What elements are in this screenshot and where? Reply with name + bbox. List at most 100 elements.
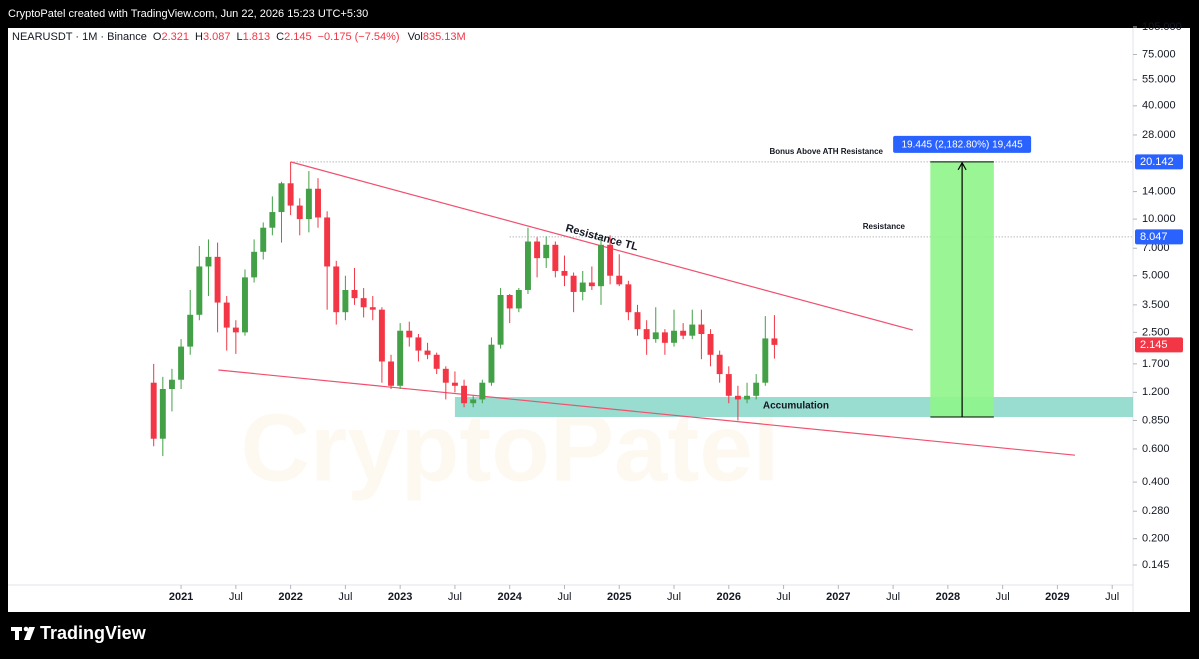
candle-body — [223, 302, 230, 328]
candle-body — [616, 275, 623, 285]
o-label: O — [153, 31, 162, 43]
candle-body — [287, 183, 294, 206]
candle-body — [205, 256, 212, 267]
x-tick-label: Jul — [886, 591, 900, 603]
candle-body — [360, 298, 367, 308]
chart: CryptoPatel105.00075.00055.00040.00028.0… — [8, 21, 1183, 612]
price-label: 2.145 — [1140, 339, 1168, 351]
candle-body — [388, 361, 394, 386]
candle-body — [369, 307, 376, 310]
legend: NEARUSDT · 1M · Binance O2.321 H3.087 L1.81… — [12, 31, 466, 43]
price-label-box — [1135, 229, 1183, 245]
candle-body — [634, 312, 641, 330]
candle-body — [187, 314, 194, 347]
candle-body — [260, 227, 267, 252]
candle-body — [196, 266, 203, 315]
x-tick-label: 2024 — [497, 591, 522, 603]
x-tick-label: 2027 — [826, 591, 850, 603]
candle-body — [524, 241, 531, 290]
y-tick-label: 0.200 — [1142, 533, 1170, 545]
x-tick-label: 2029 — [1045, 591, 1069, 603]
candle-body — [570, 275, 577, 292]
c-value: 2.145 — [284, 31, 312, 43]
candle-body — [515, 289, 522, 309]
l-label: L — [236, 31, 242, 43]
candle-body — [707, 334, 714, 355]
candle-body — [378, 309, 385, 362]
chart-area — [8, 28, 1190, 612]
logo-part — [15, 627, 19, 640]
price-label-box — [1135, 337, 1183, 353]
y-tick-label: 7.000 — [1142, 242, 1170, 254]
candle-body — [242, 277, 248, 333]
y-tick-label: 0.400 — [1142, 476, 1170, 488]
candle-body — [762, 338, 769, 383]
candle-body — [342, 289, 349, 313]
y-tick-label: 3.500 — [1142, 299, 1170, 311]
candle-body — [698, 324, 705, 335]
candle-body — [269, 212, 276, 228]
candle-body — [251, 251, 258, 278]
level-label: Bonus Above ATH Resistance — [769, 147, 883, 156]
candle-body — [744, 395, 751, 400]
candle-body — [296, 205, 303, 220]
candle-body — [753, 382, 760, 396]
candle-body — [497, 294, 504, 345]
candle-body — [451, 382, 458, 386]
change: −0.175 (−7.54%) — [318, 31, 400, 43]
candle-body — [168, 379, 175, 389]
x-tick-label: Jul — [448, 591, 462, 603]
candle-body — [661, 332, 668, 343]
candle-body — [324, 217, 331, 267]
candle-body — [689, 324, 696, 336]
candle-body — [406, 330, 413, 338]
zone-label: Accumulation — [763, 401, 829, 412]
candle-body — [771, 338, 778, 345]
x-tick-label: Jul — [1105, 591, 1119, 603]
candle-body — [232, 327, 239, 333]
candle-body — [625, 284, 632, 313]
y-tick-label: 28.000 — [1142, 129, 1176, 141]
candle-body — [424, 350, 431, 355]
candle-body — [652, 332, 659, 340]
y-tick-label: 10.000 — [1142, 213, 1176, 225]
candle-body — [415, 337, 422, 351]
level-label: Resistance — [863, 222, 906, 231]
candle-body — [397, 330, 404, 386]
y-tick-label: 0.280 — [1142, 505, 1170, 517]
x-tick-label: 2023 — [388, 591, 412, 603]
y-tick-label: 55.000 — [1142, 74, 1176, 86]
price-label: 8.047 — [1140, 231, 1168, 243]
candle-body — [442, 368, 449, 383]
trendline — [218, 369, 1076, 456]
h-value: 3.087 — [203, 31, 231, 43]
x-tick-label: 2022 — [278, 591, 302, 603]
symbol: NEARUSDT · 1M · Binance — [12, 31, 147, 43]
candle-body — [333, 266, 340, 313]
x-tick-label: 2026 — [717, 591, 741, 603]
y-tick-label: 2.500 — [1142, 326, 1170, 338]
target-label: 19.445 (2,182.80%) 19,445 — [902, 140, 1024, 151]
candle-body — [159, 388, 166, 439]
logo-part — [23, 626, 29, 632]
vol-label: Vol — [408, 31, 423, 43]
x-tick-label: Jul — [777, 591, 791, 603]
y-tick-label: 105.000 — [1142, 21, 1182, 33]
candle-body — [433, 354, 440, 369]
x-tick-label: 2021 — [169, 591, 193, 603]
x-tick-label: Jul — [229, 591, 243, 603]
footer-logo — [11, 626, 35, 640]
candle-body — [579, 282, 586, 292]
candle-body — [150, 382, 157, 439]
candle-body — [588, 282, 595, 287]
candle-body — [607, 244, 614, 276]
candle-body — [315, 188, 321, 218]
candle-body — [680, 330, 687, 336]
candle-body — [214, 256, 221, 303]
x-tick-label: 2025 — [607, 591, 631, 603]
y-tick-label: 0.850 — [1142, 414, 1170, 426]
candle-body — [734, 395, 741, 400]
y-tick-label: 0.600 — [1142, 443, 1170, 455]
price-label-box — [1135, 154, 1183, 170]
y-tick-label: 0.145 — [1142, 559, 1170, 571]
